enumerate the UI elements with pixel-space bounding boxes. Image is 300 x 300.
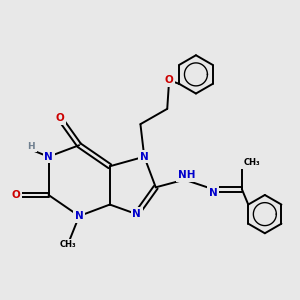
Text: N: N — [140, 152, 148, 162]
Text: N: N — [132, 209, 141, 219]
Text: N: N — [75, 211, 84, 221]
Text: NH: NH — [178, 170, 195, 180]
Text: N: N — [44, 152, 53, 162]
Text: N: N — [209, 188, 218, 198]
Text: CH₃: CH₃ — [243, 158, 260, 167]
Text: CH₃: CH₃ — [59, 240, 76, 249]
Text: H: H — [28, 142, 35, 151]
Text: O: O — [12, 190, 20, 200]
Text: O: O — [56, 113, 64, 123]
Text: O: O — [165, 75, 173, 85]
